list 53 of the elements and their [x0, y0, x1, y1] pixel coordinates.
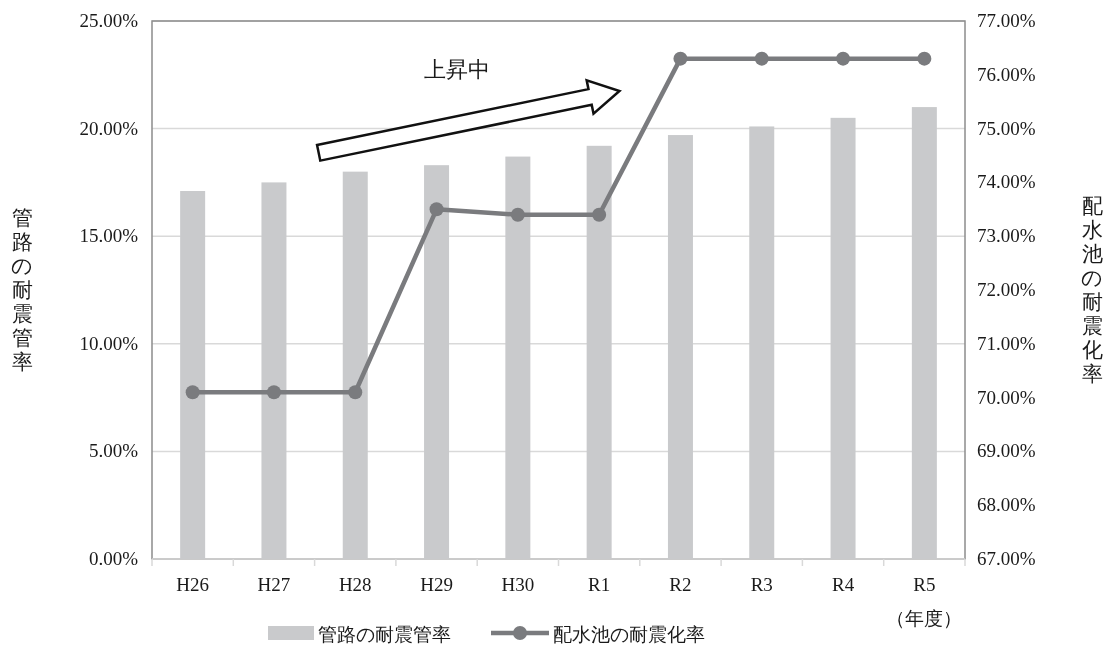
point [510, 207, 525, 222]
bar [505, 156, 531, 559]
point [917, 51, 932, 66]
x-tick-label: R5 [913, 574, 936, 595]
bar [586, 145, 612, 559]
x-tick-label: H30 [501, 574, 535, 595]
point [266, 385, 281, 400]
y2-axis-title: 配水池の耐震化率 [1081, 194, 1103, 386]
y-tick-label: 10.00% [79, 332, 139, 354]
point [592, 207, 607, 222]
bar [749, 126, 775, 559]
bar [667, 135, 693, 559]
point [348, 385, 363, 400]
y2-tick-label: 72.00% [977, 279, 1036, 300]
annotation: 上昇中 [423, 57, 490, 83]
y2-tick-label: 77.00% [977, 10, 1036, 31]
point [836, 51, 851, 66]
y-tick-label: 15.00% [79, 225, 139, 247]
y2-tick-label: 71.00% [977, 332, 1036, 354]
x-tick-label: R3 [750, 574, 773, 595]
y2-tick-label: 75.00% [977, 117, 1036, 139]
y-tick-label: 20.00% [79, 117, 139, 139]
point [429, 202, 444, 217]
x-tick-label: R4 [831, 574, 855, 595]
bar [261, 182, 287, 559]
bar [180, 191, 206, 559]
point [673, 51, 688, 66]
x-tick-label: H27 [257, 574, 291, 595]
y-tick-label: 0.00% [88, 548, 139, 569]
y2-tick-label: 74.00% [977, 171, 1036, 193]
y2-tick-label: 67.00% [977, 548, 1036, 569]
y2-tick-label: 69.00% [977, 440, 1036, 462]
point [754, 51, 769, 66]
legend-label: 管路の耐震管率 [318, 624, 451, 645]
x-tick-label: H26 [176, 574, 210, 595]
legend-label: 配水池の耐震化率 [553, 624, 705, 645]
y2-tick-label: 73.00% [977, 225, 1036, 247]
y2-tick-label: 68.00% [977, 494, 1036, 516]
x-tick-label: H29 [420, 574, 453, 595]
y2-tick-label: 76.00% [977, 63, 1036, 85]
x-axis-title: （年度） [886, 608, 963, 629]
bar [830, 117, 856, 559]
y-tick-label: 25.00% [79, 10, 139, 31]
x-tick-label: R2 [669, 574, 692, 595]
bar [911, 107, 937, 559]
point [185, 385, 200, 400]
y-axis-title: 管路の耐震管率 [11, 206, 33, 374]
x-tick-label: H28 [338, 574, 372, 595]
y-tick-label: 5.00% [88, 440, 139, 462]
bar [424, 165, 450, 559]
y2-tick-label: 70.00% [977, 386, 1036, 408]
bar [342, 171, 368, 559]
x-tick-label: R1 [588, 574, 611, 595]
